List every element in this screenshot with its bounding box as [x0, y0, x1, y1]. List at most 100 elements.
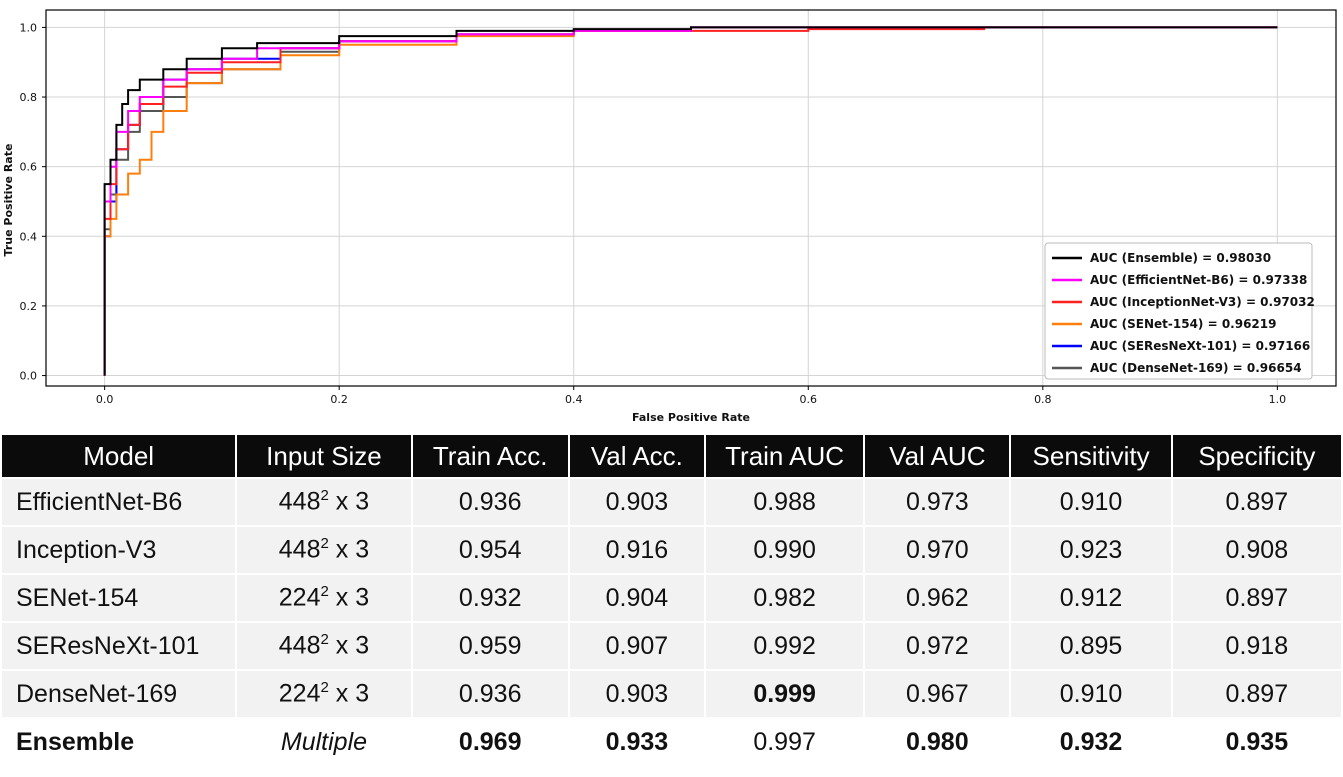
cell-val-auc: 0.972	[865, 623, 1010, 669]
header-specificity: Specificity	[1172, 435, 1341, 477]
cell-train-acc: 0.936	[412, 671, 568, 717]
cell-specificity: 0.908	[1172, 527, 1341, 573]
cell-specificity: 0.897	[1172, 671, 1341, 717]
cell-input-size: 2242 x 3	[237, 575, 411, 621]
cell-train-auc: 0.999	[706, 671, 864, 717]
cell-val-auc: 0.980	[865, 719, 1010, 765]
y-tick-label: 0.8	[20, 91, 38, 104]
table-row-ensemble: Ensemble Multiple 0.969 0.933 0.997 0.98…	[2, 719, 1341, 765]
size-exp: 2	[320, 487, 329, 505]
legend-box	[1044, 242, 1313, 380]
size-tail: x 3	[328, 583, 370, 612]
header-model: Model	[2, 435, 236, 477]
cell-sensitivity: 0.910	[1011, 671, 1171, 717]
cell-train-acc: 0.954	[412, 527, 568, 573]
legend-entry: AUC (Ensemble) = 0.98030	[1090, 251, 1271, 265]
cell-train-acc: 0.959	[412, 623, 568, 669]
y-tick-label: 0.0	[20, 370, 38, 383]
header-val-auc: Val AUC	[865, 435, 1010, 477]
cell-input-size: 4482 x 3	[237, 479, 411, 525]
cell-val-acc: 0.907	[569, 623, 704, 669]
size-exp: 2	[320, 631, 329, 649]
cell-val-auc: 0.962	[865, 575, 1010, 621]
x-tick-label: 0.0	[96, 393, 114, 406]
x-tick-label: 1.0	[1269, 393, 1287, 406]
cell-sensitivity: 0.932	[1011, 719, 1171, 765]
cell-train-acc: 0.969	[412, 719, 568, 765]
legend-entry: AUC (InceptionNet-V3) = 0.97032	[1090, 295, 1315, 309]
series-layer	[103, 26, 1278, 376]
table-row: SEResNeXt-101 4482 x 3 0.959 0.907 0.992…	[2, 623, 1341, 669]
cell-model: DenseNet-169	[2, 671, 236, 717]
cell-input-size: 2242 x 3	[237, 671, 411, 717]
table-row: DenseNet-169 2242 x 3 0.936 0.903 0.999 …	[2, 671, 1341, 717]
y-tick-label: 1.0	[20, 21, 38, 34]
table-header-row: Model Input Size Train Acc. Val Acc. Tra…	[2, 435, 1341, 477]
y-axis-label: True Positive Rate	[2, 144, 15, 257]
y-tick-label: 0.4	[20, 230, 38, 243]
tick-layer: 0.0 0.2 0.4 0.6 0.8 1.0 0.0 0.2 0.4 0.6 0.8 1.0	[20, 21, 1287, 406]
cell-input-size: 4482 x 3	[237, 527, 411, 573]
cell-model: EfficientNet-B6	[2, 479, 236, 525]
cell-specificity: 0.897	[1172, 575, 1341, 621]
cell-train-auc: 0.992	[706, 623, 864, 669]
legend-entry: AUC (EfficientNet-B6) = 0.97338	[1090, 273, 1307, 287]
x-tick-label: 0.2	[330, 393, 348, 406]
cell-sensitivity: 0.923	[1011, 527, 1171, 573]
roc-curve-line	[103, 26, 1278, 376]
x-tick-label: 0.4	[565, 393, 583, 406]
plot-frame	[45, 9, 1337, 387]
cell-input-size: Multiple	[237, 719, 411, 765]
roc-curve-line	[103, 26, 1278, 376]
cell-input-size: 4482 x 3	[237, 623, 411, 669]
cell-model: Inception-V3	[2, 527, 236, 573]
x-axis-label: False Positive Rate	[632, 411, 750, 424]
table-row: EfficientNet-B6 4482 x 3 0.936 0.903 0.9…	[2, 479, 1341, 525]
legend-entry: AUC (SENet-154) = 0.96219	[1090, 317, 1276, 331]
size-tail: x 3	[328, 487, 370, 516]
size-base: 448	[278, 535, 321, 564]
cell-val-acc: 0.916	[569, 527, 704, 573]
header-input-size: Input Size	[237, 435, 411, 477]
cell-sensitivity: 0.895	[1011, 623, 1171, 669]
size-tail: x 3	[328, 535, 370, 564]
header-train-acc: Train Acc.	[412, 435, 568, 477]
y-tick-label: 0.2	[20, 300, 38, 313]
cell-train-acc: 0.932	[412, 575, 568, 621]
table-row: SENet-154 2242 x 3 0.932 0.904 0.982 0.9…	[2, 575, 1341, 621]
size-base: 224	[278, 679, 321, 708]
x-tick-label: 0.8	[1034, 393, 1052, 406]
cell-train-auc: 0.990	[706, 527, 864, 573]
cell-model: SEResNeXt-101	[2, 623, 236, 669]
cell-val-auc: 0.967	[865, 671, 1010, 717]
results-table: Model Input Size Train Acc. Val Acc. Tra…	[0, 433, 1343, 767]
size-base: 448	[278, 487, 321, 516]
x-tick-label: 0.6	[800, 393, 818, 406]
header-train-auc: Train AUC	[706, 435, 864, 477]
header-sensitivity: Sensitivity	[1011, 435, 1171, 477]
cell-val-acc: 0.933	[569, 719, 704, 765]
cell-val-auc: 0.970	[865, 527, 1010, 573]
roc-chart-svg: 0.0 0.2 0.4 0.6 0.8 1.0 0.0 0.2 0.4 0.6 0.8 1.0 Fal…	[2, 9, 1337, 424]
cell-train-auc: 0.982	[706, 575, 864, 621]
cell-specificity: 0.897	[1172, 479, 1341, 525]
cell-val-auc: 0.973	[865, 479, 1010, 525]
cell-specificity: 0.935	[1172, 719, 1341, 765]
legend-entry: AUC (DenseNet-169) = 0.96654	[1090, 361, 1302, 375]
cell-sensitivity: 0.912	[1011, 575, 1171, 621]
size-exp: 2	[320, 535, 329, 553]
cell-model: Ensemble	[2, 719, 236, 765]
size-tail: x 3	[328, 679, 370, 708]
cell-val-acc: 0.903	[569, 671, 704, 717]
cell-train-auc: 0.988	[706, 479, 864, 525]
y-tick-label: 0.6	[20, 161, 38, 174]
size-exp: 2	[320, 583, 329, 601]
size-exp: 2	[320, 679, 329, 697]
size-base: 448	[278, 631, 321, 660]
legend-entry: AUC (SEResNeXt-101) = 0.97166	[1090, 339, 1310, 353]
legend: AUC (Ensemble) = 0.98030 AUC (EfficientNe…	[1044, 242, 1315, 380]
cell-train-acc: 0.936	[412, 479, 568, 525]
header-val-acc: Val Acc.	[569, 435, 704, 477]
size-tail: x 3	[328, 631, 370, 660]
roc-chart: 0.0 0.2 0.4 0.6 0.8 1.0 0.0 0.2 0.4 0.6 0.8 1.0 Fal…	[2, 9, 1337, 424]
